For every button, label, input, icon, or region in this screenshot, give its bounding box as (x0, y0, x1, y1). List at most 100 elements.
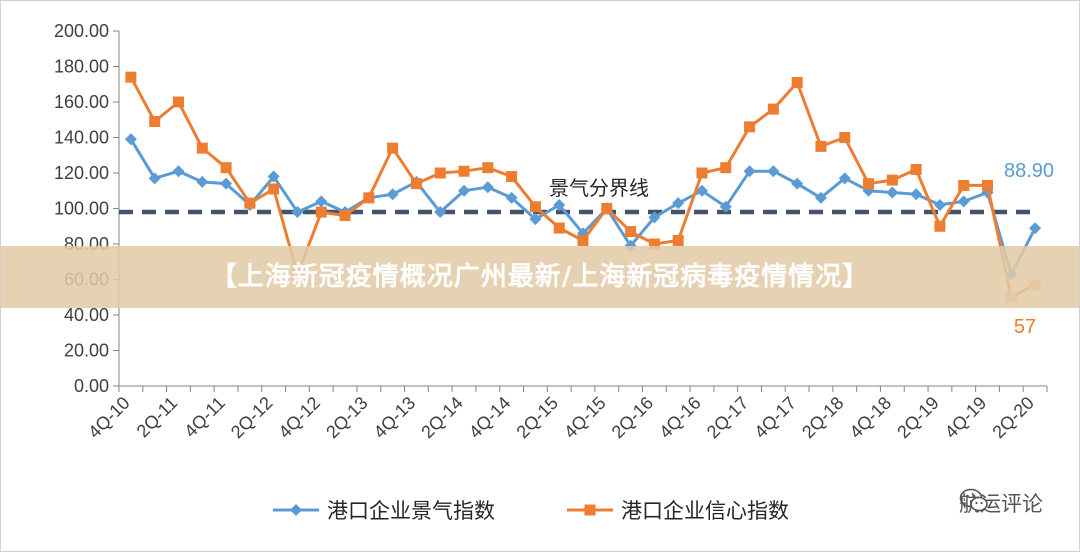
data-point-diamond (743, 165, 756, 178)
x-tick-label: 2Q-20 (988, 393, 1038, 443)
data-point-square (863, 178, 875, 190)
data-point-square (601, 203, 613, 214)
data-point-square (625, 226, 637, 238)
data-point-diamond (910, 188, 923, 201)
data-point-square (363, 192, 375, 204)
data-point-square (982, 179, 994, 191)
watermark: 航运评论 (959, 487, 1043, 519)
data-point-diamond (148, 172, 161, 185)
data-point-square (744, 121, 756, 133)
data-point-diamond (695, 184, 708, 197)
data-point-diamond (481, 181, 494, 194)
wechat-icon (959, 488, 988, 512)
x-tick-label: 2Q-16 (608, 393, 658, 443)
data-point-diamond (315, 195, 328, 208)
data-point-diamond (933, 198, 946, 211)
y-tick-label: 160.00 (54, 92, 109, 112)
legend-marker-square (584, 504, 596, 516)
x-tick-label: 4Q-18 (846, 393, 896, 443)
data-point-diamond (458, 184, 471, 197)
data-point-diamond (838, 172, 851, 185)
x-tick-label: 2Q-19 (893, 393, 943, 443)
data-point-diamond (386, 188, 399, 201)
x-tick-label: 2Q-11 (133, 393, 182, 442)
x-tick-label: 2Q-12 (227, 393, 277, 443)
x-tick-label: 4Q-13 (370, 393, 420, 443)
y-tick-label: 0.00 (74, 376, 109, 396)
x-tick-label: 2Q-13 (322, 393, 372, 443)
data-point-square (315, 206, 327, 218)
x-tick-label: 2Q-14 (417, 393, 467, 443)
data-point-square (815, 140, 827, 152)
data-point-square (125, 71, 137, 83)
data-point-square (720, 162, 732, 174)
y-tick-label: 120.00 (54, 163, 109, 183)
data-point-diamond (672, 197, 685, 210)
x-tick-label: 4Q-10 (84, 393, 134, 443)
x-tick-label: 2Q-15 (513, 393, 563, 443)
data-point-diamond (1029, 222, 1042, 235)
data-point-square (220, 162, 232, 174)
x-tick-label: 4Q-14 (465, 393, 515, 443)
data-point-square (553, 222, 565, 234)
data-point-square (172, 96, 184, 108)
data-point-diamond (196, 175, 209, 188)
data-point-diamond (220, 177, 233, 190)
data-point-square (196, 142, 208, 154)
data-point-diamond (267, 170, 280, 183)
data-point-diamond (529, 213, 542, 226)
data-point-square (934, 220, 946, 232)
data-point-square (506, 171, 518, 183)
data-point-square (458, 165, 470, 177)
data-point-diamond (434, 206, 447, 219)
data-point-square (886, 174, 898, 186)
data-point-diamond (719, 200, 732, 213)
legend-label-2: 港口企业信心指数 (621, 499, 789, 523)
x-tick-label: 4Q-12 (275, 393, 325, 443)
x-tick-label: 4Q-15 (560, 393, 610, 443)
legend-marker-diamond (290, 504, 302, 516)
legend-label-1: 港口企业景气指数 (327, 499, 495, 523)
x-tick-label: 4Q-11 (180, 393, 229, 442)
banner-text: 【上海新冠疫情概况广州最新/上海新冠病毒疫情情况】 (210, 262, 870, 292)
data-point-square (767, 103, 779, 115)
data-point-square (529, 201, 541, 213)
x-tick-label: 4Q-17 (750, 393, 800, 443)
y-tick-label: 200.00 (54, 21, 109, 41)
x-tick-label: 4Q-16 (655, 393, 705, 443)
data-point-diamond (886, 186, 899, 199)
y-tick-label: 20.00 (64, 341, 109, 361)
data-point-square (958, 179, 970, 191)
end-value-label-2: 57 (1014, 316, 1036, 338)
data-point-diamond (124, 133, 137, 146)
data-point-square (410, 178, 422, 190)
data-point-square (149, 116, 161, 128)
data-point-square (482, 162, 494, 174)
data-point-square (577, 234, 589, 246)
data-point-diamond (957, 195, 970, 208)
title-banner: 【上海新冠疫情概况广州最新/上海新冠病毒疫情情况】 (1, 246, 1079, 308)
data-point-square (268, 183, 280, 195)
x-tick-label: 2Q-17 (703, 393, 753, 443)
data-point-square (244, 197, 256, 209)
data-point-diamond (767, 165, 780, 178)
data-point-diamond (791, 177, 804, 190)
data-point-square (648, 238, 660, 250)
x-tick-label: 4Q-19 (941, 393, 991, 443)
x-tick-label: 2Q-18 (798, 393, 848, 443)
data-point-square (839, 132, 851, 143)
data-point-diamond (648, 211, 661, 224)
data-point-square (672, 234, 684, 246)
data-point-diamond (814, 191, 827, 204)
data-point-square (339, 210, 351, 222)
data-point-diamond (291, 206, 304, 219)
data-point-square (434, 167, 446, 179)
y-tick-label: 180.00 (54, 57, 109, 77)
y-tick-label: 100.00 (54, 199, 109, 219)
data-point-square (696, 167, 708, 179)
reference-line-label: 景气分界线 (549, 176, 649, 200)
data-point-diamond (553, 198, 566, 211)
data-point-diamond (172, 165, 185, 178)
y-tick-label: 140.00 (54, 128, 109, 148)
